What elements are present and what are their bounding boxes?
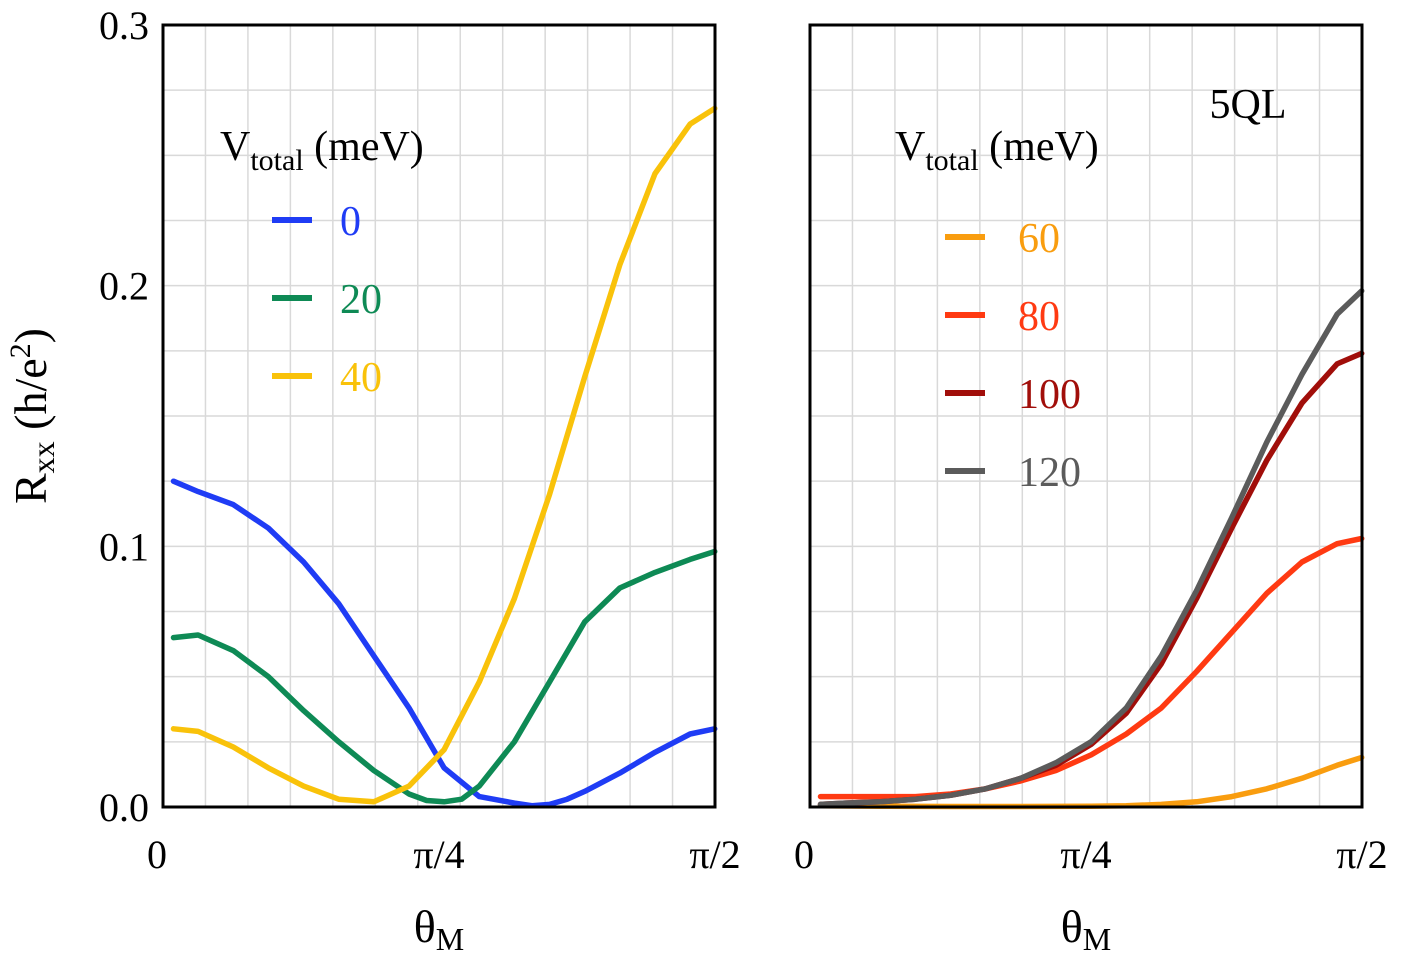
x-tick-label: π/2 [689,832,740,877]
grid [810,25,1362,807]
right-panel: 0 π/4 π/2 θM Vtotal (meV) 60 80 100 120 5QL [794,23,1388,957]
series-line-80 [817,535,1365,800]
y-tick-label: 0.2 [99,264,149,309]
legend-label-100: 100 [1018,372,1081,418]
legend-label-20: 20 [340,277,382,323]
plot-frame [161,23,717,809]
left-panel: 0.0 0.1 0.2 0.3 0 π/4 π/2 θM Rxx (h/e2) Vtotal (m… [4,3,741,957]
x-tick-label: π/2 [1336,832,1387,877]
series-line-120 [817,288,1365,808]
x-tick-label: π/4 [1060,832,1111,877]
legend-label-60: 60 [1018,216,1060,262]
y-tick-label: 0.1 [99,524,149,569]
y-tick-label: 0.0 [99,785,149,830]
x-tick-label: 0 [147,832,167,877]
legend: Vtotal (meV) 60 80 100 120 [895,124,1099,496]
x-tick-label: π/4 [413,832,464,877]
legend-label-0: 0 [340,199,361,245]
series-line-40 [170,105,718,805]
y-tick-label: 0.3 [99,3,149,48]
legend-label-40: 40 [340,355,382,401]
y-axis-title: Rxx (h/e2) [4,328,61,504]
legend-title: Vtotal (meV) [895,124,1099,177]
series-line-0 [170,478,718,809]
sample-annotation: 5QL [1210,82,1287,128]
series-line-20 [170,548,718,805]
legend-label-80: 80 [1018,294,1060,340]
x-axis-title: θM [414,901,465,957]
legend-label-120: 120 [1018,450,1081,496]
x-tick-label: 0 [794,832,814,877]
legend-title: Vtotal (meV) [220,124,424,177]
legend: Vtotal (meV) 0 20 40 [220,124,424,401]
plot-frame [808,23,1364,809]
x-axis-title: θM [1061,901,1112,957]
grid [163,25,715,807]
